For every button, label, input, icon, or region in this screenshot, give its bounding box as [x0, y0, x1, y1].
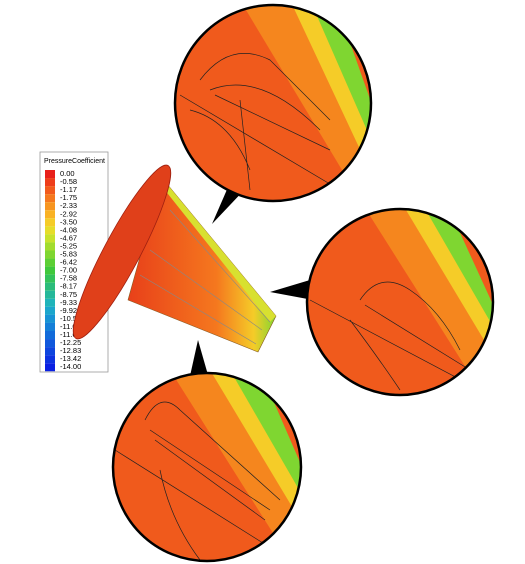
legend-label: 0.00 [60, 169, 75, 178]
legend-swatch [45, 363, 55, 372]
legend-swatch [45, 250, 55, 259]
legend-swatch [45, 242, 55, 251]
legend-label: -12.25 [60, 338, 81, 347]
legend-swatch [45, 282, 55, 291]
legend-swatch [45, 339, 55, 348]
legend-swatch [45, 266, 55, 275]
legend-label: -6.42 [60, 258, 77, 267]
legend-label: -3.50 [60, 217, 77, 226]
legend-swatch [45, 258, 55, 267]
legend-swatch [45, 210, 55, 219]
legend-label: -4.67 [60, 233, 77, 242]
legend-swatch [45, 298, 55, 307]
legend-title: PressureCoefficient [44, 158, 105, 165]
legend-swatch [45, 314, 55, 323]
legend-label: -5.25 [60, 241, 77, 250]
pointer [190, 340, 208, 376]
zoom-view [113, 373, 301, 561]
legend-swatch [45, 218, 55, 227]
legend-label: -14.00 [60, 362, 81, 371]
legend-label: -11.67 [60, 330, 81, 339]
legend-swatch [45, 234, 55, 243]
legend-label: -8.17 [60, 282, 77, 291]
legend-swatch [45, 170, 55, 179]
legend-swatch [45, 194, 55, 203]
legend-label: -13.42 [60, 354, 81, 363]
legend-label: -0.58 [60, 177, 77, 186]
legend-label: -7.00 [60, 266, 77, 275]
legend-swatch [45, 274, 55, 283]
pointer [270, 280, 313, 300]
legend-swatch [45, 186, 55, 195]
legend-label: -2.92 [60, 209, 77, 218]
legend-swatch [45, 355, 55, 364]
zoom-view [307, 209, 493, 395]
legend-label: -1.17 [60, 185, 77, 194]
legend-swatch [45, 226, 55, 235]
legend-label: -2.33 [60, 201, 77, 210]
legend-label: -10.50 [60, 314, 81, 323]
legend-swatch [45, 290, 55, 299]
legend-swatch [45, 322, 55, 331]
legend-label: -4.08 [60, 225, 77, 234]
wing-body-model [72, 164, 277, 353]
zoom-view [175, 5, 371, 201]
legend-label: -8.75 [60, 290, 77, 299]
legend-label: -1.75 [60, 193, 77, 202]
legend-label: -12.83 [60, 346, 81, 355]
legend-label: -9.92 [60, 306, 77, 315]
legend-label: -5.83 [60, 250, 77, 259]
legend-label: -11.08 [60, 322, 81, 331]
legend-label: -9.33 [60, 298, 77, 307]
legend-swatch [45, 178, 55, 187]
legend-swatch [45, 202, 55, 211]
legend-swatch [45, 306, 55, 315]
legend-swatch [45, 331, 55, 340]
legend-swatch [45, 347, 55, 356]
legend-label: -7.58 [60, 274, 77, 283]
